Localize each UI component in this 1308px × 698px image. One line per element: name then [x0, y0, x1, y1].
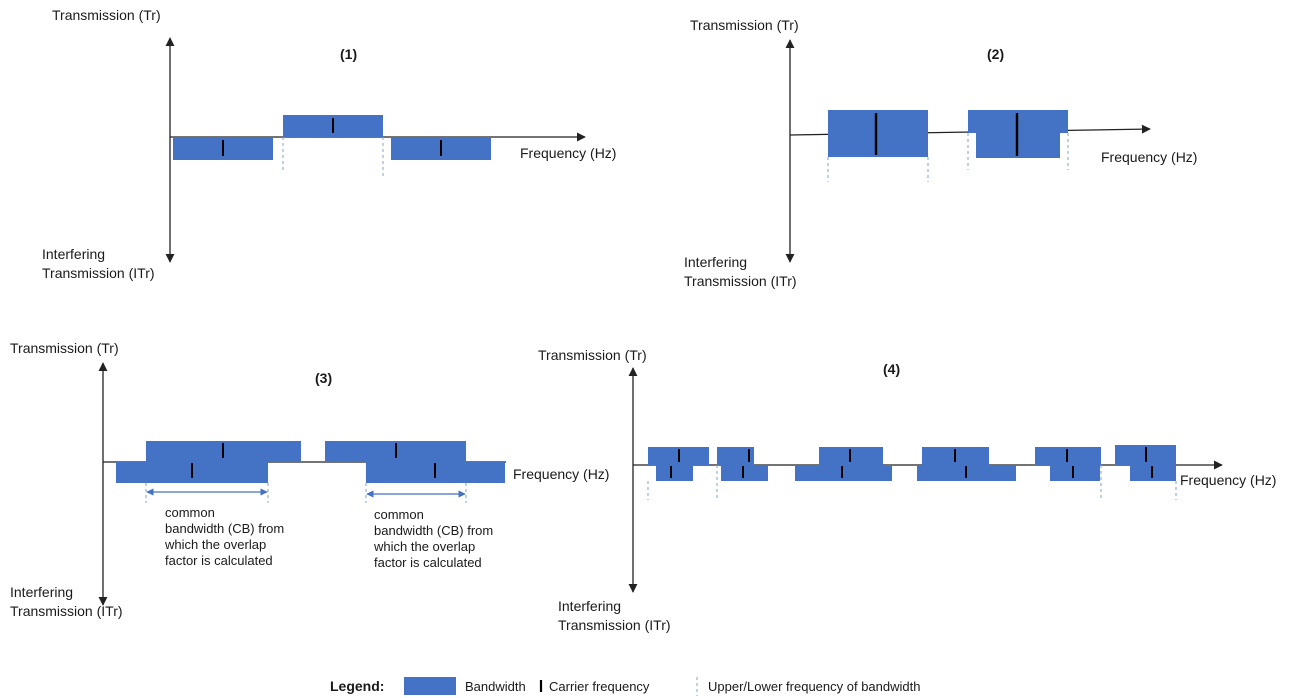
panel-3-number: (3) — [315, 370, 333, 386]
panel-3-y-neg-label: Interfering Transmission (ITr) — [10, 584, 123, 619]
legend-bounds-label: Upper/Lower frequency of bandwidth — [708, 679, 921, 694]
panel-2-band-1 — [828, 110, 928, 157]
panel-4-band — [1050, 465, 1100, 481]
panel-1 — [165, 37, 586, 263]
panel-4-band — [795, 465, 892, 481]
common-bandwidth-note-2: common bandwidth (CB) from which the ove… — [374, 507, 494, 570]
panel-4-y-label: Transmission (Tr) — [538, 347, 647, 363]
panel-4 — [628, 367, 1223, 593]
panel-3-y-label: Transmission (Tr) — [10, 340, 119, 356]
panel-4-band — [721, 465, 768, 481]
panel-4-number: (4) — [883, 361, 901, 377]
legend-bandwidth-swatch — [404, 677, 456, 695]
panel-3-x-label: Frequency (Hz) — [513, 466, 610, 482]
legend-title: Legend: — [330, 678, 385, 694]
panel-3 — [98, 362, 506, 606]
panel-2-y-label: Transmission (Tr) — [690, 17, 799, 33]
panel-1-y-label: Transmission (Tr) — [52, 7, 161, 23]
panel-1-number: (1) — [340, 46, 358, 62]
legend-carrier-label: Carrier frequency — [549, 679, 650, 694]
panel-1-y-neg-label: Interfering Transmission (ITr) — [42, 246, 155, 281]
panel-2-number: (2) — [987, 46, 1005, 62]
panel-4-band — [717, 447, 754, 465]
panel-1-x-label: Frequency (Hz) — [520, 145, 617, 161]
legend-bandwidth-label: Bandwidth — [465, 679, 526, 694]
panel-2-x-label: Frequency (Hz) — [1101, 149, 1198, 165]
panel-4-y-neg-label: Interfering Transmission (ITr) — [558, 598, 671, 633]
panel-2 — [785, 39, 1151, 263]
panel-4-x-label: Frequency (Hz) — [1180, 472, 1277, 488]
panel-2-y-neg-label: Interfering Transmission (ITr) — [684, 254, 797, 289]
panel-4-band — [656, 465, 693, 481]
legend-shapes — [404, 677, 698, 696]
common-bandwidth-note-1: common bandwidth (CB) from which the ove… — [165, 505, 285, 568]
